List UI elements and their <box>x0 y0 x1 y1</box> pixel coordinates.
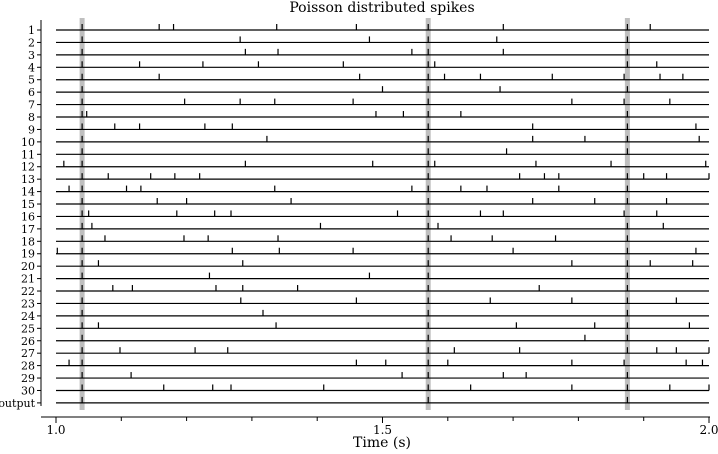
row-16 <box>56 210 709 218</box>
highlight-bands <box>79 18 630 410</box>
y-tick-label: 21 <box>21 273 35 286</box>
y-tick-label: 30 <box>21 384 35 397</box>
row-7 <box>56 98 709 106</box>
y-tick-label: 27 <box>21 347 35 360</box>
x-tick-label: 2.0 <box>699 423 718 437</box>
row-17 <box>56 222 709 230</box>
x-axis-label: Time (s) <box>353 435 411 451</box>
row-30 <box>56 384 710 392</box>
y-tick-label: 14 <box>21 186 35 199</box>
y-tick-label: 6 <box>28 86 35 99</box>
row-3 <box>56 48 709 56</box>
row-9 <box>56 123 709 131</box>
y-tick-label: 15 <box>21 198 35 211</box>
y-tick-label: 8 <box>28 111 35 124</box>
y-tick-label: 29 <box>21 372 35 385</box>
chart-title: Poisson distributed spikes <box>289 0 474 16</box>
row-24 <box>56 309 709 317</box>
row-15 <box>56 198 709 205</box>
row-19 <box>56 247 709 255</box>
highlight-band-3 <box>624 18 630 410</box>
row-14 <box>56 185 709 193</box>
spike-rows <box>56 24 710 404</box>
row-29 <box>56 372 709 379</box>
x-axis: 1.0 1.5 2.0 <box>41 416 718 437</box>
y-tick-label: 2 <box>28 36 35 49</box>
row-12 <box>56 160 709 168</box>
y-tick-label: 23 <box>21 297 35 310</box>
y-tick-label: 3 <box>28 49 35 62</box>
row-22 <box>56 285 709 292</box>
x-tick-label: 1.5 <box>373 423 392 437</box>
y-tick-label: 7 <box>28 99 35 112</box>
y-tick-label: 16 <box>21 210 35 223</box>
y-tick-label: 9 <box>28 123 35 136</box>
row-26 <box>56 334 709 342</box>
y-tick-label: 1 <box>28 24 35 37</box>
row-13 <box>56 173 710 180</box>
row-11 <box>56 148 709 155</box>
y-tick-label: 22 <box>21 285 35 298</box>
y-tick-label: output <box>0 397 36 410</box>
y-tick-label: 18 <box>21 235 35 248</box>
row-10 <box>56 135 709 143</box>
row-25 <box>56 322 709 329</box>
row-20 <box>56 260 709 267</box>
row-1 <box>56 24 709 31</box>
y-tick-label: 25 <box>21 322 35 335</box>
y-tick-label: 11 <box>21 148 35 161</box>
row-2 <box>56 36 709 44</box>
y-tick-label: 19 <box>21 248 35 261</box>
y-tick-label: 5 <box>28 74 35 87</box>
row-21 <box>56 272 709 280</box>
row-5 <box>56 73 709 81</box>
row-8 <box>56 111 709 118</box>
y-tick-label: 24 <box>21 310 35 323</box>
row-output <box>56 396 709 404</box>
row-23 <box>56 297 709 305</box>
y-tick-label: 13 <box>21 173 35 186</box>
row-28 <box>56 359 709 367</box>
y-tick-label: 10 <box>21 136 35 149</box>
y-tick-label: 26 <box>21 335 35 348</box>
y-tick-label: 4 <box>28 61 35 74</box>
row-6 <box>56 86 709 93</box>
x-tick-label: 1.0 <box>46 423 65 437</box>
row-18 <box>56 235 709 242</box>
y-tick-label: 20 <box>21 260 35 273</box>
y-tick-label: 28 <box>21 360 35 373</box>
y-tick-label: 12 <box>21 161 35 174</box>
y-tick-label: 17 <box>21 223 35 236</box>
y-axis: 1234567891011121314151617181920212223242… <box>0 20 42 410</box>
row-4 <box>56 61 709 68</box>
row-27 <box>56 347 710 354</box>
